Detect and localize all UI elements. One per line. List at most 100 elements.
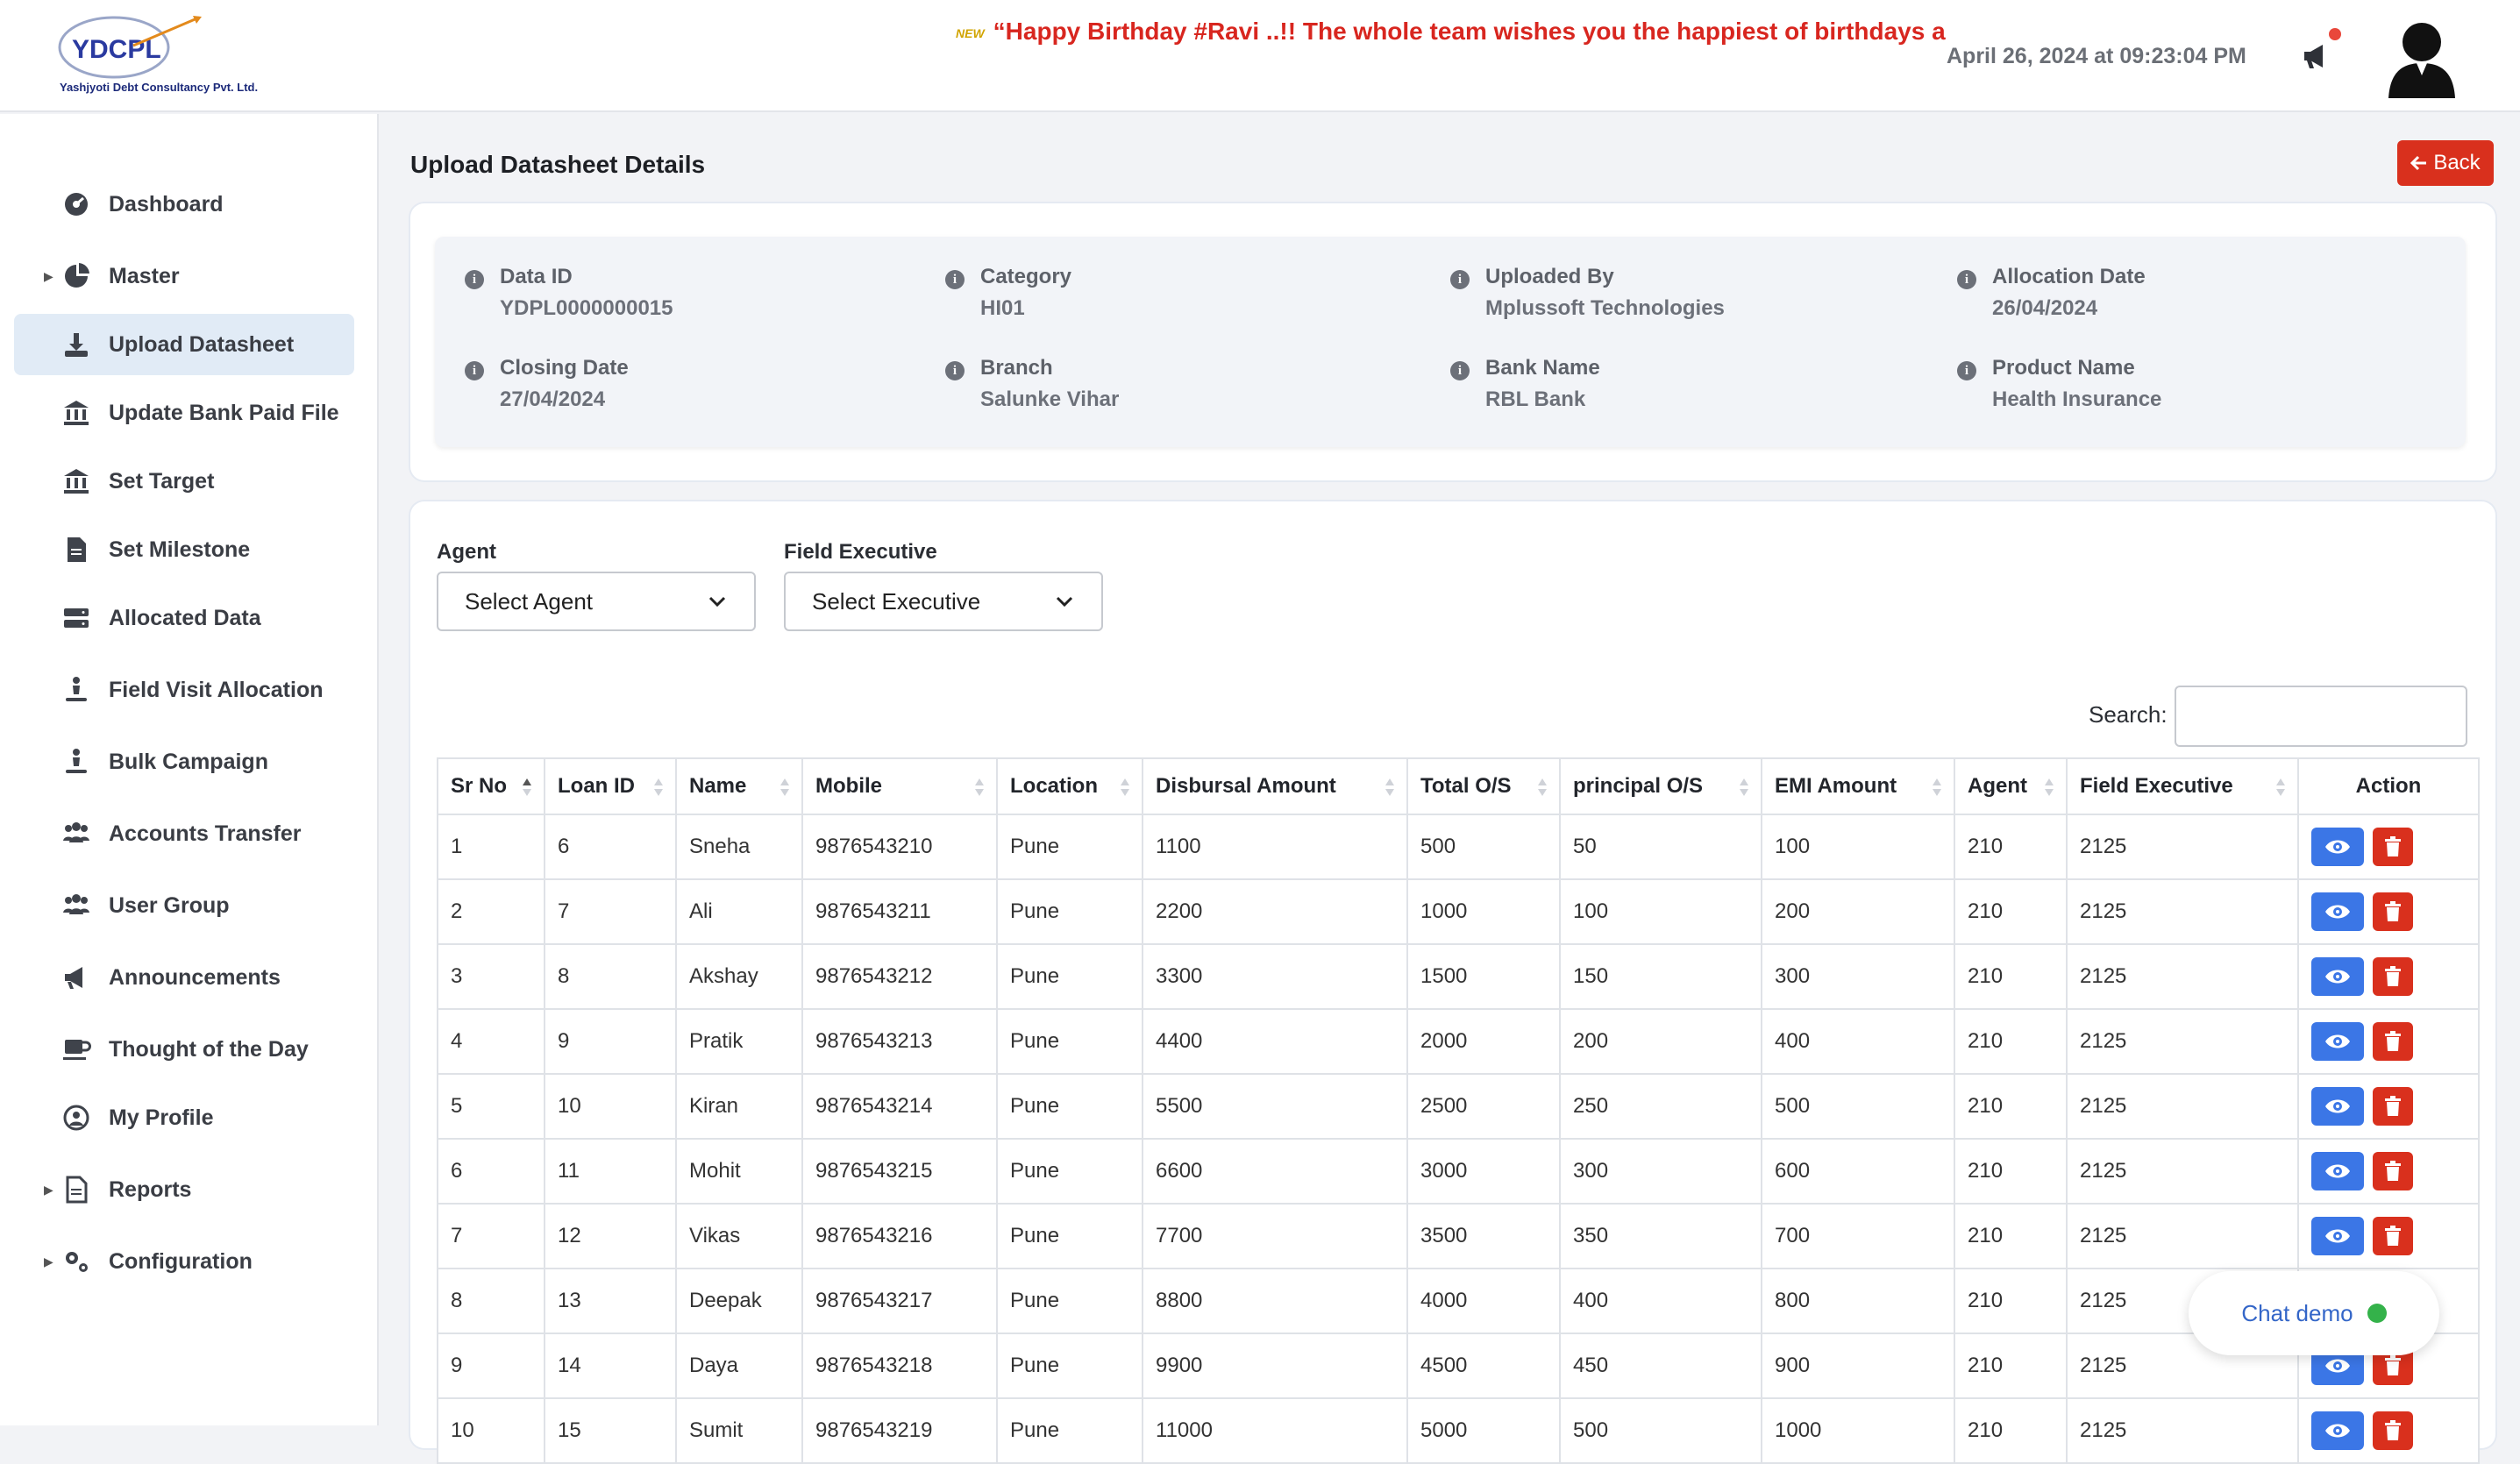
sort-icon	[1933, 778, 1941, 796]
delete-button[interactable]	[2373, 892, 2413, 931]
info-icon: i	[1450, 270, 1470, 289]
table-cell: 9876543213	[801, 1008, 998, 1075]
users-icon	[63, 894, 89, 914]
table-cell: 15	[544, 1397, 677, 1464]
sidebar-item-field-visit-allocation[interactable]: Field Visit Allocation	[14, 659, 354, 721]
column-header[interactable]: Loan ID	[544, 757, 677, 815]
sidebar-item-label: Dashboard	[109, 191, 224, 217]
column-header[interactable]: Action	[2297, 757, 2480, 815]
megaphone-notification-icon[interactable]	[2299, 39, 2334, 74]
table-cell: 500	[1559, 1397, 1762, 1464]
sort-icon	[2276, 778, 2285, 796]
column-header[interactable]: Sr No	[437, 757, 545, 815]
table-cell: Daya	[675, 1333, 803, 1399]
eye-icon	[2325, 970, 2350, 984]
sidebar-item-accounts-transfer[interactable]: Accounts Transfer	[14, 803, 354, 864]
delete-button[interactable]	[2373, 1411, 2413, 1450]
table-cell: 2125	[2066, 1008, 2299, 1075]
sidebar-item-user-group[interactable]: User Group	[14, 875, 354, 936]
column-header[interactable]: Field Executive	[2066, 757, 2299, 815]
view-button[interactable]	[2311, 957, 2364, 996]
delete-button[interactable]	[2373, 957, 2413, 996]
sidebar-item-dashboard[interactable]: Dashboard	[14, 174, 354, 235]
sidebar-item-label: Announcements	[109, 964, 281, 990]
column-header[interactable]: Disbursal Amount	[1142, 757, 1408, 815]
column-header[interactable]: Total O/S	[1406, 757, 1561, 815]
view-button[interactable]	[2311, 1152, 2364, 1190]
sidebar-item-my-profile[interactable]: My Profile	[14, 1087, 354, 1148]
column-header[interactable]: Agent	[1954, 757, 2068, 815]
sidebar-item-label: Master	[109, 263, 180, 288]
sidebar-item-allocated-data[interactable]: Allocated Data	[14, 587, 354, 649]
delete-button[interactable]	[2373, 828, 2413, 866]
table-cell: 13	[544, 1268, 677, 1334]
sidebar-item-configuration[interactable]: ▶ Configuration	[14, 1231, 354, 1292]
executive-select[interactable]: Select Executive	[784, 572, 1103, 631]
table-cell: 6	[544, 814, 677, 880]
view-button[interactable]	[2311, 1087, 2364, 1126]
company-logo[interactable]: YDCPL	[54, 12, 265, 100]
detail-label: Bank Name	[1485, 356, 1600, 380]
table-cell: 9876543218	[801, 1333, 998, 1399]
table-cell: 210	[1954, 1008, 2068, 1075]
column-header[interactable]: EMI Amount	[1761, 757, 1955, 815]
bank-icon	[64, 401, 89, 425]
trash-icon	[2385, 901, 2401, 921]
sidebar-item-bulk-campaign[interactable]: Bulk Campaign	[14, 731, 354, 792]
view-button[interactable]	[2311, 1217, 2364, 1255]
search-label: Search:	[2089, 701, 2168, 728]
sidebar-item-set-milestone[interactable]: Set Milestone	[14, 519, 354, 580]
current-datetime: April 26, 2024 at 09:23:04 PM	[1947, 44, 2246, 68]
trash-icon	[2385, 1355, 2401, 1375]
person-dolly-icon	[66, 677, 87, 701]
view-button[interactable]	[2311, 1411, 2364, 1450]
table-cell: 10	[544, 1073, 677, 1140]
delete-button[interactable]	[2373, 1087, 2413, 1126]
sidebar-item-label: Field Visit Allocation	[109, 677, 324, 702]
view-button[interactable]	[2311, 828, 2364, 866]
action-cell	[2297, 1397, 2480, 1464]
sort-icon	[2045, 778, 2054, 796]
table-cell: 100	[1559, 878, 1762, 945]
table-cell: 500	[1406, 814, 1561, 880]
table-cell: 2500	[1406, 1073, 1561, 1140]
table-row: 5 10 Kiran 9876543214 Pune 5500 2500 250 500 210 2…	[437, 1073, 2480, 1140]
announcement-ticker[interactable]: NEW “Happy Birthday #Ravi ..!! The whole …	[956, 18, 1947, 53]
sort-icon	[975, 778, 984, 796]
chat-widget[interactable]: Chat demo	[2189, 1271, 2439, 1355]
column-header[interactable]: principal O/S	[1559, 757, 1762, 815]
sidebar-item-update-bank-paid-file[interactable]: Update Bank Paid File	[14, 382, 354, 444]
sidebar-item-set-target[interactable]: Set Target	[14, 451, 354, 512]
delete-button[interactable]	[2373, 1152, 2413, 1190]
column-header[interactable]: Name	[675, 757, 803, 815]
sidebar-item-label: Bulk Campaign	[109, 749, 268, 774]
table-cell: Akshay	[675, 943, 803, 1010]
column-header-label: EMI Amount	[1775, 774, 1897, 798]
delete-button[interactable]	[2373, 1022, 2413, 1061]
user-avatar-icon[interactable]	[2385, 18, 2459, 98]
sidebar-item-announcements[interactable]: Announcements	[14, 947, 354, 1008]
search-input[interactable]	[2175, 686, 2467, 747]
column-header[interactable]: Mobile	[801, 757, 998, 815]
sidebar-item-label: Upload Datasheet	[109, 331, 295, 357]
table-cell: 2125	[2066, 943, 2299, 1010]
sidebar-item-reports[interactable]: ▶ Reports	[14, 1159, 354, 1220]
online-status-dot	[2367, 1304, 2387, 1323]
sidebar-item-master[interactable]: ▶ Master	[14, 245, 354, 307]
view-button[interactable]	[2311, 892, 2364, 931]
table-cell: 10	[437, 1397, 545, 1464]
sort-icon	[654, 778, 663, 796]
trash-icon	[2385, 836, 2401, 856]
mug-icon	[63, 1040, 91, 1060]
table-body: 1 6 Sneha 9876543210 Pune 1100 500 50 100 210 2125…	[437, 814, 2480, 1464]
agent-select[interactable]: Select Agent	[437, 572, 756, 631]
delete-button[interactable]	[2373, 1217, 2413, 1255]
chat-label: Chat demo	[2241, 1299, 2353, 1326]
view-button[interactable]	[2311, 1022, 2364, 1061]
sidebar-item-upload-datasheet[interactable]: Upload Datasheet	[14, 314, 354, 375]
column-header[interactable]: Location	[996, 757, 1143, 815]
sidebar-item-label: Thought of the Day	[109, 1036, 309, 1062]
sidebar-item-thought-of-the-day[interactable]: Thought of the Day	[14, 1019, 354, 1080]
table-cell: Kiran	[675, 1073, 803, 1140]
back-button[interactable]: Back	[2397, 140, 2494, 186]
